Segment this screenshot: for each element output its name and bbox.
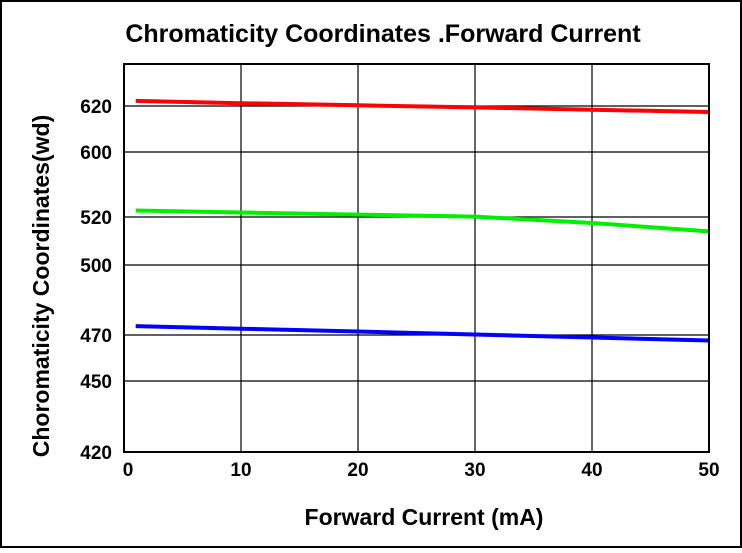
series-line (135, 208, 710, 234)
series-line (135, 324, 710, 343)
x-tick-label: 50 (698, 460, 719, 481)
series-layer (135, 98, 710, 343)
y-tick-label: 420 (80, 443, 112, 464)
y-tick-label: 450 (80, 372, 112, 393)
x-tick-label: 0 (123, 460, 134, 481)
y-tick-label: 600 (80, 143, 112, 164)
x-tick-label: 20 (347, 460, 368, 481)
y-tick-label: 620 (80, 97, 112, 118)
y-tick-label: 470 (80, 326, 112, 347)
x-axis-label: Forward Current (mA) (305, 504, 544, 530)
y-tick-labels: 420 450 470 500 520 600 620 (80, 97, 112, 464)
x-tick-labels: 0 10 20 30 40 50 (123, 460, 720, 481)
chart-title: Chromaticity Coordinates .Forward Curren… (125, 20, 641, 48)
x-tick-label: 30 (464, 460, 485, 481)
y-tick-label: 500 (80, 256, 112, 277)
y-axis-label: Choromaticity Coordinates(wd) (28, 115, 54, 457)
x-tick-label: 40 (581, 460, 602, 481)
x-tick-label: 10 (230, 460, 251, 481)
y-tick-label: 520 (80, 208, 112, 229)
plot-area-frame (123, 63, 710, 453)
series-line (135, 98, 710, 114)
